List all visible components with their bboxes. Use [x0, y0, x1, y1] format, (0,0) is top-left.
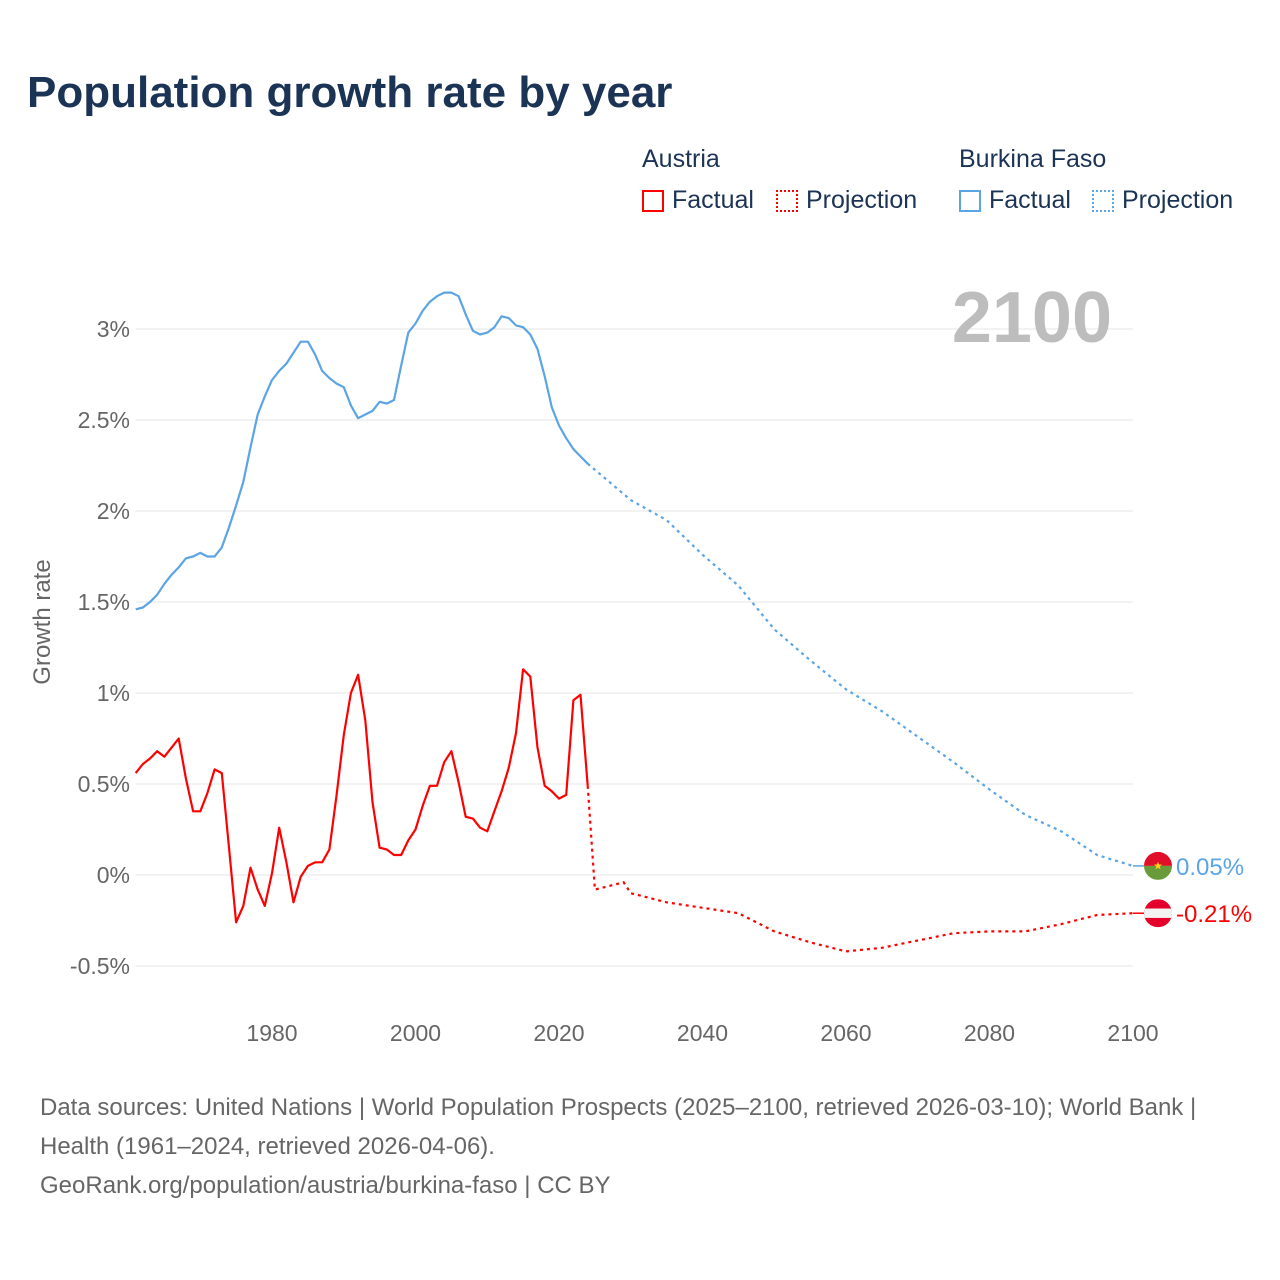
y-tick-label: 2.5% [78, 407, 130, 433]
current-year-label: 2100 [952, 278, 1112, 358]
y-tick-label: 0.5% [78, 771, 130, 797]
end-value-label-burkina-faso: 0.05% [1176, 854, 1244, 881]
y-axis-label: Growth rate [29, 559, 56, 684]
legend-label: Projection [1122, 186, 1234, 214]
y-tick-label: 3% [97, 316, 130, 342]
footer: Data sources: United Nations | World Pop… [40, 1088, 1230, 1205]
flag-white [1144, 908, 1172, 918]
x-tick-label: 2000 [390, 1020, 441, 1046]
legend-burkina-projection[interactable]: Projection [1092, 186, 1233, 215]
line-austria-factual [134, 668, 589, 924]
legend-label: Factual [989, 186, 1071, 214]
legend-group-burkina-faso: Burkina Faso [959, 145, 1107, 173]
legend-label: Projection [806, 186, 918, 214]
flag-red [1144, 851, 1172, 866]
legend-swatch-dotted [1092, 189, 1114, 212]
x-tick-label: 2080 [964, 1020, 1015, 1046]
legend-swatch-solid [959, 189, 981, 212]
x-tick-label: 2100 [1107, 1020, 1158, 1046]
legend-swatch-solid [642, 189, 664, 212]
y-tick-label: 0% [97, 862, 130, 888]
burkina-faso-flag [1144, 851, 1172, 880]
austria-flag [1144, 899, 1172, 928]
line-burkina-faso-factual [135, 291, 589, 611]
y-tick-label: 2% [97, 498, 130, 524]
legend-group-austria: Austria [642, 145, 720, 173]
y-tick-label: -0.5% [70, 953, 130, 979]
star-icon [1154, 861, 1162, 870]
end-value-label-austria: -0.21% [1176, 901, 1252, 928]
flag-green [1144, 865, 1172, 880]
legend-austria-projection[interactable]: Projection [776, 186, 917, 215]
data-sources: Data sources: United Nations | World Pop… [40, 1094, 1197, 1160]
x-tick-label: 2040 [677, 1020, 728, 1046]
y-tick-label: 1.5% [78, 589, 130, 615]
chart-title: Population growth rate by year [27, 68, 673, 117]
legend-burkina-factual[interactable]: Factual [959, 186, 1071, 215]
credit-link[interactable]: GeoRank.org/population/austria/burkina-f… [40, 1172, 611, 1199]
line-burkina-faso-projection [586, 462, 1134, 867]
x-tick-label: 2060 [820, 1020, 871, 1046]
legend-swatch-dotted [776, 189, 798, 212]
line-austria-projection [586, 785, 1134, 953]
legend-austria-factual[interactable]: Factual [642, 186, 754, 215]
y-tick-label: 1% [97, 680, 130, 706]
x-tick-label: 1980 [246, 1020, 297, 1046]
legend-label: Factual [672, 186, 754, 214]
x-tick-label: 2020 [533, 1020, 584, 1046]
